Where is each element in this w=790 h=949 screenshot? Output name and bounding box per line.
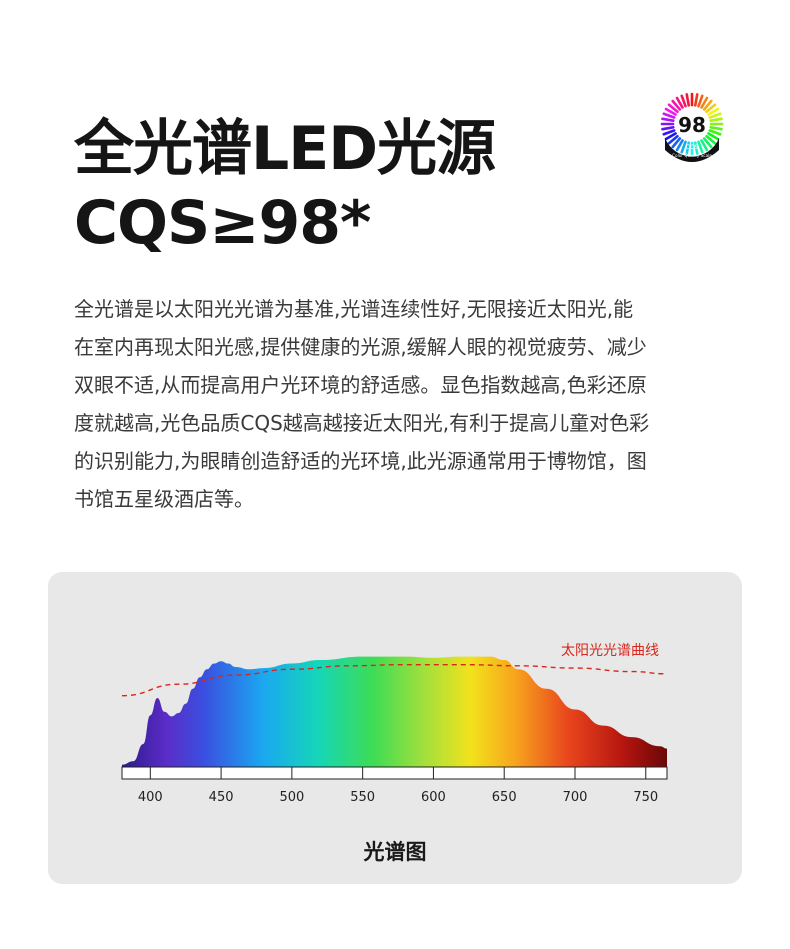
description-line: 度就越高,光色品质CQS越高越接近太阳光,有利于提高儿童对色彩 — [74, 411, 650, 435]
x-tick-label: 650 — [492, 790, 517, 805]
badge-ray — [667, 103, 679, 114]
badge-ray — [693, 93, 699, 107]
chart-caption: 光谱图 — [363, 840, 427, 864]
badge-ray — [693, 141, 699, 155]
badge-value: 98 — [678, 113, 706, 137]
cqs-badge-icon: 98 CQS Color Quality Scale — [660, 92, 724, 162]
badge-ray — [671, 137, 682, 149]
badge-ray — [709, 117, 723, 123]
badge-band — [665, 138, 719, 162]
x-tick-label: 450 — [209, 790, 234, 805]
badge-ray — [697, 140, 704, 154]
badge-ray — [708, 112, 722, 119]
title-line-1: 全光谱LED光源 — [74, 114, 496, 184]
title-line-2: CQS≥98* — [74, 188, 371, 258]
badge-ray — [707, 107, 720, 116]
badge-ray — [702, 137, 713, 149]
badge-ray — [707, 132, 720, 141]
badge-ray — [662, 112, 676, 119]
badge-ray — [680, 140, 687, 154]
description-line: 双眼不适,从而提高用户光环境的舒适感。显色指数越高,色彩还原 — [74, 373, 647, 397]
badge-ray — [664, 132, 677, 141]
description: 全光谱是以太阳光光谱为基准,光谱连续性好,无限接近太阳光,能 在室内再现太阳光感… — [74, 290, 724, 518]
badge-ray — [708, 129, 722, 136]
badge-rays — [660, 92, 724, 156]
badge-label: CQS — [686, 144, 699, 151]
x-tick-label: 700 — [563, 790, 588, 805]
x-tick-label: 500 — [279, 790, 304, 805]
page-title: 全光谱LED光源 CQS≥98* — [74, 112, 496, 260]
badge-ray — [662, 129, 676, 136]
description-line: 在室内再现太阳光感,提供健康的光源,缓解人眼的视觉疲劳、减少 — [74, 335, 647, 359]
badge-ray — [702, 99, 713, 111]
badge-ray — [675, 96, 684, 109]
badge-ray — [705, 103, 717, 114]
badge-ray — [671, 99, 682, 111]
badge-ring-text: Color Quality Scale — [672, 153, 712, 158]
x-axis-ticks: 400 450 500 550 600 650 700 750 — [138, 767, 658, 805]
badge-ray — [661, 125, 675, 131]
badge-ray — [667, 134, 679, 145]
badge-ray — [705, 134, 717, 145]
description-line: 书馆五星级酒店等。 — [74, 487, 254, 511]
spectrum-card: 太阳光光谱曲线 400 450 500 550 600 650 700 750 光谱图 — [48, 572, 742, 884]
badge-ray — [709, 125, 723, 131]
spectrum-area — [122, 656, 667, 767]
badge-ray — [661, 117, 675, 123]
badge-ray — [664, 107, 677, 116]
badge-ray — [680, 94, 687, 108]
badge-ray — [697, 94, 704, 108]
x-tick-label: 600 — [421, 790, 446, 805]
badge-ray — [685, 93, 691, 107]
x-tick-label: 400 — [138, 790, 163, 805]
x-tick-label: 550 — [350, 790, 375, 805]
spectrum-chart: 太阳光光谱曲线 400 450 500 550 600 650 700 750 — [121, 643, 668, 805]
sun-curve-label: 太阳光光谱曲线 — [561, 643, 659, 659]
badge-center — [675, 107, 709, 141]
badge-ray — [700, 96, 709, 109]
description-line: 全光谱是以太阳光光谱为基准,光谱连续性好,无限接近太阳光,能 — [74, 297, 634, 321]
x-axis-bar — [121, 766, 668, 780]
badge-ray — [675, 139, 684, 152]
x-tick-label: 750 — [633, 790, 658, 805]
badge-ray — [700, 139, 709, 152]
badge-ray — [685, 141, 691, 155]
description-line: 的识别能力,为眼睛创造舒适的光环境,此光源通常用于博物馆，图 — [74, 449, 647, 473]
